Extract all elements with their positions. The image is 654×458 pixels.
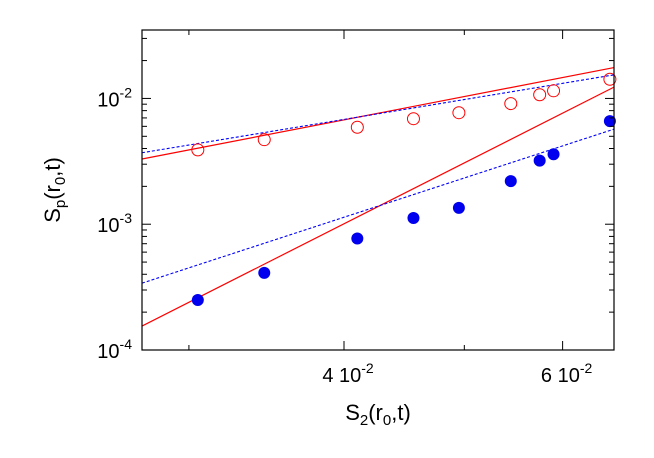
x-axis-label-tail: ,t) <box>391 400 411 425</box>
fit-line-3 <box>141 86 615 327</box>
y-axis-label-sub: p <box>52 200 69 208</box>
open-circle-point-8 <box>547 84 561 98</box>
filled-circle-point-8 <box>547 148 560 161</box>
open-circle-point-6 <box>504 97 518 111</box>
filled-circle-point-2 <box>258 266 271 279</box>
x-tick-label-2: 6 10-2 <box>541 360 593 387</box>
open-circle-point-3 <box>350 120 364 134</box>
filled-circle-point-5 <box>452 201 465 214</box>
open-circle-point-5 <box>452 106 466 120</box>
plot-frame <box>141 29 615 351</box>
x-axis-label-base: S <box>345 400 360 425</box>
fit-line-4 <box>141 128 615 284</box>
x-axis-label-sub2: 0 <box>383 412 391 429</box>
open-circle-point-2 <box>257 133 271 147</box>
y-axis-label: Sp(r0,t) <box>40 157 69 223</box>
filled-circle-point-6 <box>504 175 517 188</box>
fit-line-1 <box>141 66 615 160</box>
tick-labels: 10-4 10-3 10-2 4 10-2 6 10-2 <box>97 84 592 387</box>
y-tick-label-3: 10-2 <box>97 84 132 111</box>
x-axis-label-sub: 2 <box>360 412 368 429</box>
filled-circle-point-4 <box>407 212 420 225</box>
axis-ticks <box>142 30 614 351</box>
y-axis-label-rest: (r <box>40 185 65 200</box>
open-circle-point-7 <box>533 88 547 102</box>
filled-circle-point-3 <box>351 232 364 245</box>
y-tick-label-2: 10-3 <box>97 210 132 237</box>
filled-circle-point-1 <box>191 293 204 306</box>
data-points <box>191 72 617 306</box>
y-axis-label-base: S <box>40 208 65 223</box>
y-axis-label-tail: ,t) <box>40 157 65 177</box>
fit-lines <box>141 66 615 327</box>
x-tick-label-1: 4 10-2 <box>322 360 374 387</box>
x-axis-label: S2(r0,t) <box>345 400 411 429</box>
open-circle-point-9 <box>603 72 617 86</box>
y-axis-label-sub2: 0 <box>52 177 69 185</box>
y-tick-label-1: 10-4 <box>97 336 132 363</box>
open-circle-point-1 <box>191 143 205 157</box>
filled-circle-point-7 <box>533 154 546 167</box>
open-circle-point-4 <box>406 112 420 126</box>
x-axis-label-rest: (r <box>368 400 383 425</box>
